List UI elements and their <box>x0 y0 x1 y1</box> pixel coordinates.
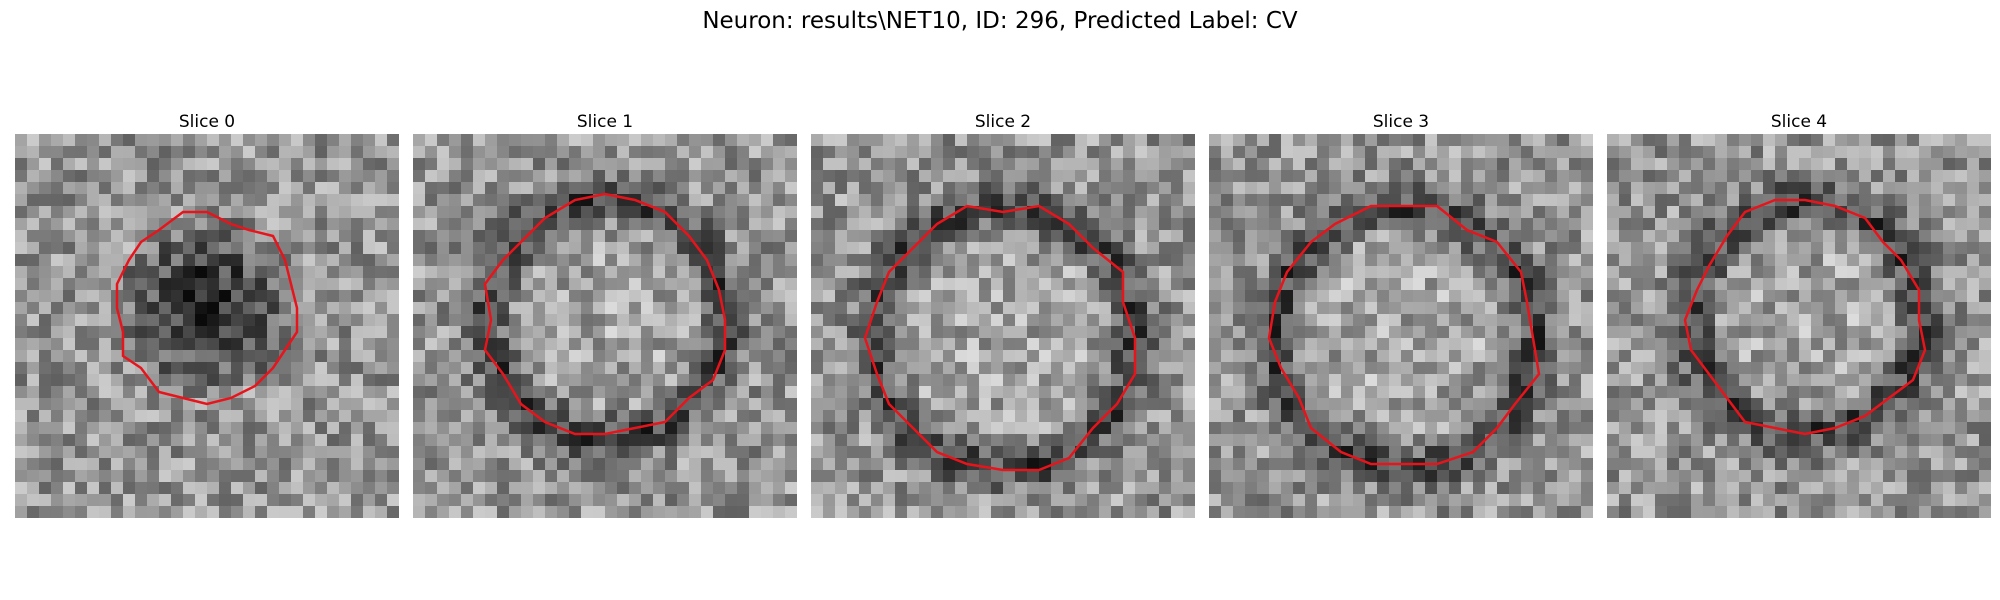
slice-title: Slice 2 <box>974 112 1032 132</box>
figure-title: Neuron: results\NET10, ID: 296, Predicte… <box>702 8 1298 34</box>
slice-panel-2: Slice 2 <box>811 110 1195 518</box>
segmentation-contour <box>483 192 727 436</box>
slice-title: Slice 4 <box>1770 112 1828 132</box>
segmentation-contour <box>1267 204 1541 466</box>
segmentation-contour <box>863 204 1137 472</box>
slice-panel-1: Slice 1 <box>413 110 797 518</box>
slice-panel-4: Slice 4 <box>1607 110 1991 518</box>
slice-image <box>1209 134 1593 518</box>
slice-image <box>1607 134 1991 518</box>
slice-title: Slice 3 <box>1372 112 1430 132</box>
slice-title: Slice 1 <box>576 112 634 132</box>
segmentation-contour <box>1683 198 1927 436</box>
slice-image <box>15 134 399 518</box>
slice-title: Slice 0 <box>178 112 236 132</box>
slice-panel-0: Slice 0 <box>15 110 399 518</box>
segmentation-contour <box>115 210 299 406</box>
slice-panel-3: Slice 3 <box>1209 110 1593 518</box>
slice-image <box>413 134 797 518</box>
slice-image <box>811 134 1195 518</box>
